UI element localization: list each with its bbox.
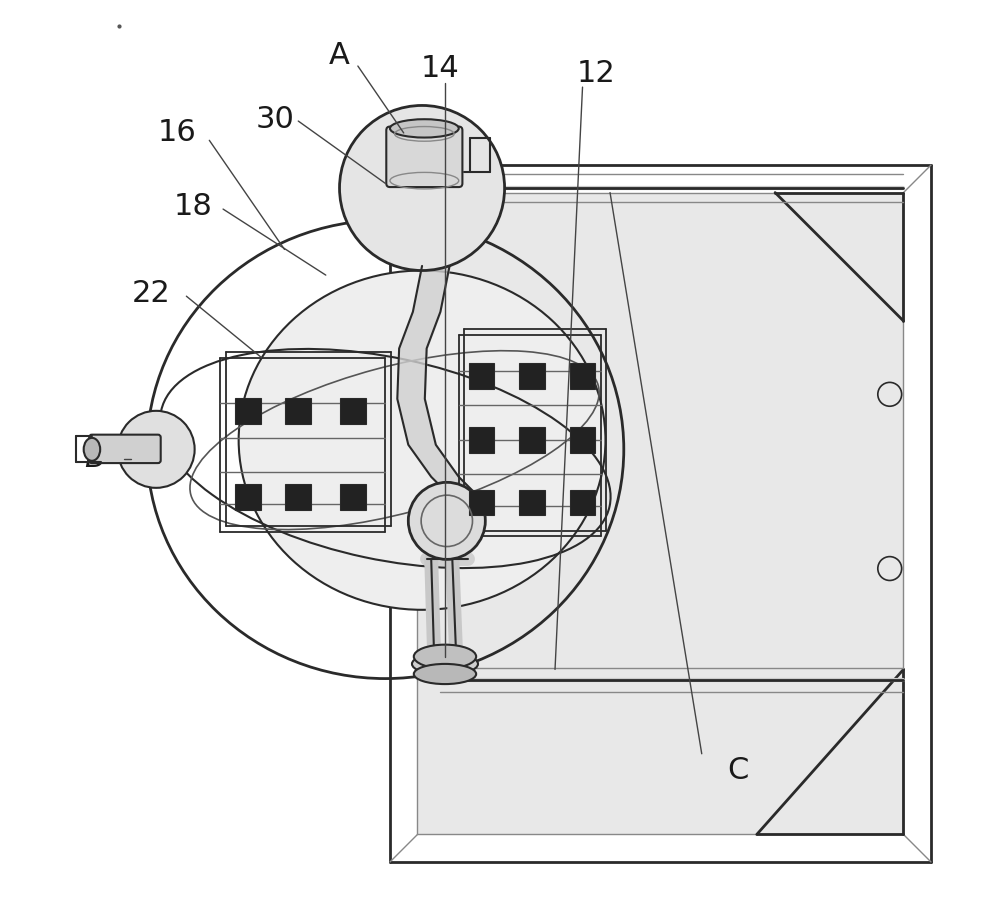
Bar [285, 398, 311, 424]
Bar [235, 484, 261, 510]
Bar [570, 363, 595, 389]
Bar [235, 398, 261, 424]
Bar [519, 363, 545, 389]
Text: C: C [728, 756, 749, 785]
Text: 12: 12 [577, 59, 616, 88]
Bar [417, 193, 903, 834]
FancyBboxPatch shape [89, 435, 161, 463]
Bar [519, 490, 545, 515]
Bar [519, 427, 545, 453]
Ellipse shape [84, 438, 100, 460]
Bar [469, 427, 494, 453]
Text: 16: 16 [158, 118, 197, 148]
Text: 18: 18 [173, 192, 212, 221]
Text: 30: 30 [256, 105, 295, 134]
Text: 22: 22 [132, 279, 171, 308]
Text: 14: 14 [421, 54, 460, 83]
Bar [340, 484, 366, 510]
Bar [469, 490, 494, 515]
Bar [570, 490, 595, 515]
Bar [340, 398, 366, 424]
Text: A: A [329, 40, 350, 70]
Ellipse shape [239, 271, 605, 610]
Text: B: B [84, 444, 105, 473]
Circle shape [408, 482, 485, 559]
Bar [285, 484, 311, 510]
Ellipse shape [414, 645, 476, 668]
Circle shape [118, 411, 195, 488]
Circle shape [340, 105, 505, 271]
Bar [570, 427, 595, 453]
Ellipse shape [414, 664, 476, 684]
Bar [469, 363, 494, 389]
Ellipse shape [390, 119, 459, 138]
FancyBboxPatch shape [386, 127, 462, 187]
Ellipse shape [412, 653, 478, 675]
